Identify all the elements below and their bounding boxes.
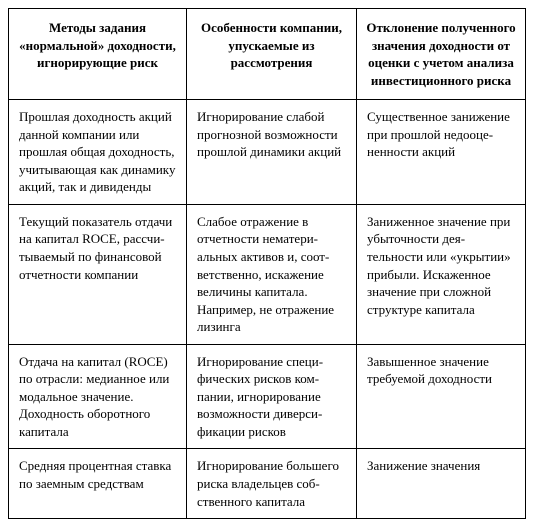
cell-methods: Отдача на капитал (ROCE) по отрасли: мед… (9, 344, 187, 449)
cell-features: Игнорирование больше­го риска владельцев… (187, 449, 357, 519)
header-deviation: Отклонение полученного значения доходнос… (357, 9, 526, 100)
cell-deviation: Заниженное значение при убыточности дея­… (357, 204, 526, 344)
cell-features: Слабое отражение в отчетности нематери­а… (187, 204, 357, 344)
cell-features: Игнорирование слабой прогнозной возможно… (187, 100, 357, 205)
cell-features: Игнорирование специ­фических рисков ком­… (187, 344, 357, 449)
table-row: Текущий показатель отдачи на капитал ROC… (9, 204, 526, 344)
comparison-table: Методы задания «нормальной» доходности, … (8, 8, 526, 519)
cell-methods: Текущий показатель отдачи на капитал ROC… (9, 204, 187, 344)
table-row: Отдача на капитал (ROCE) по отрасли: мед… (9, 344, 526, 449)
cell-methods: Прошлая доходность акций данной компании… (9, 100, 187, 205)
cell-deviation: Занижение значения (357, 449, 526, 519)
table-row: Средняя процентная став­ка по заемным ср… (9, 449, 526, 519)
header-features: Особенности компании, упускаемые из расс… (187, 9, 357, 100)
table-header-row: Методы задания «нормальной» доходности, … (9, 9, 526, 100)
table-row: Прошлая доходность акций данной компании… (9, 100, 526, 205)
cell-methods: Средняя процентная став­ка по заемным ср… (9, 449, 187, 519)
header-methods: Методы задания «нормальной» доходности, … (9, 9, 187, 100)
cell-deviation: Завышенное значение требуемой доходности (357, 344, 526, 449)
cell-deviation: Существенное занижение при прошлой недоо… (357, 100, 526, 205)
